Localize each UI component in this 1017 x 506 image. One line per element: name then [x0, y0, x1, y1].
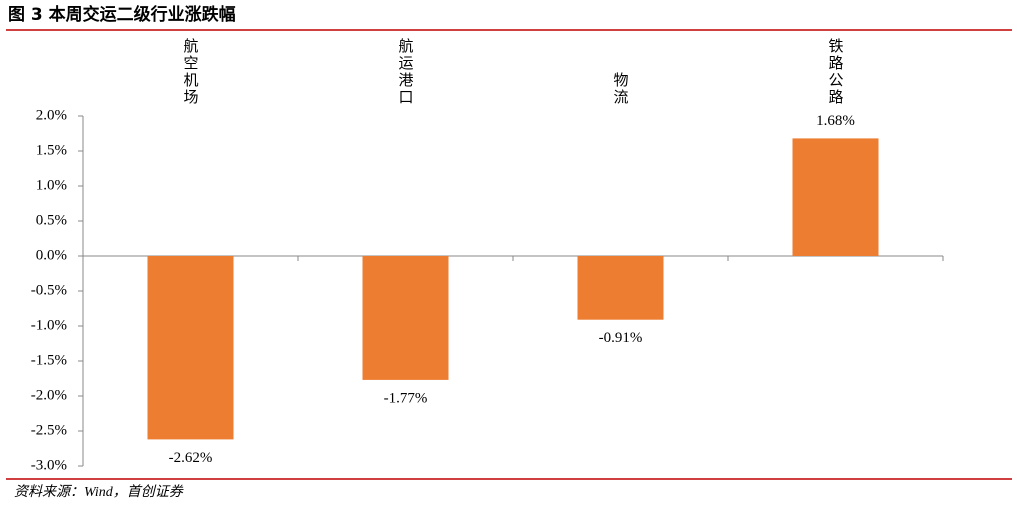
y-tick-label: 0.5% [36, 212, 67, 228]
value-label: 1.68% [816, 113, 855, 129]
chart-title: 图 3 本周交运二级行业涨跌幅 [8, 4, 236, 25]
y-tick-label: -2.0% [31, 387, 67, 403]
value-label: -0.91% [599, 330, 643, 346]
value-label: -2.62% [169, 450, 213, 466]
y-tick-label: -0.5% [31, 282, 67, 298]
category-label: 航空机场 [181, 38, 200, 106]
y-tick-label: 1.5% [36, 142, 67, 158]
source: 资料来源：Wind，首创证券 [14, 484, 184, 500]
y-tick-label: -3.0% [31, 457, 67, 473]
bar [577, 256, 664, 320]
bar [147, 256, 234, 440]
category-label: 铁路公路 [826, 38, 845, 106]
y-tick-label: -1.5% [31, 352, 67, 368]
y-tick-label: -1.0% [31, 317, 67, 333]
value-label: -1.77% [384, 390, 428, 406]
category-label: 物流 [611, 72, 630, 106]
bar [362, 256, 449, 380]
y-tick-label: 1.0% [36, 177, 67, 193]
y-tick-label: 0.0% [36, 247, 67, 263]
category-label: 航运港口 [396, 38, 415, 106]
y-tick-label: 2.0% [36, 107, 67, 123]
bar [792, 138, 879, 256]
y-tick-label: -2.5% [31, 422, 67, 438]
